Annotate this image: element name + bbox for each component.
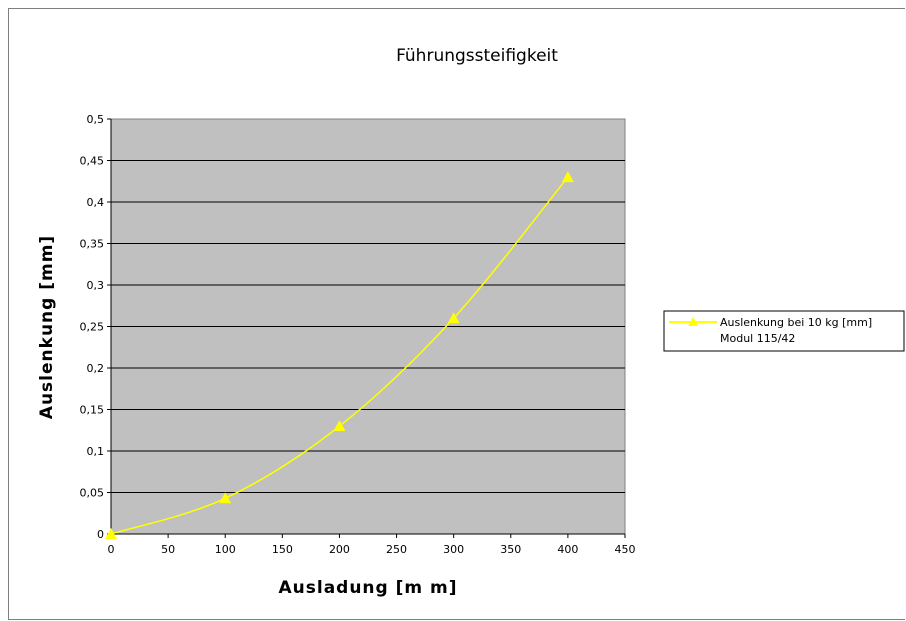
data-point-marker bbox=[219, 492, 232, 504]
y-tick-label: 0,35 bbox=[80, 238, 105, 251]
x-tick-label: 400 bbox=[557, 543, 578, 556]
y-tick-label: 0,05 bbox=[80, 487, 105, 500]
y-tick-label: 0,5 bbox=[87, 113, 105, 126]
legend-box bbox=[663, 310, 905, 352]
x-axis-ticks: 0 50 100 150 200 250 300 350 400 450 bbox=[108, 534, 636, 556]
y-tick-label: 0 bbox=[97, 528, 104, 541]
x-tick-label: 0 bbox=[108, 543, 115, 556]
series-layer bbox=[105, 171, 574, 539]
x-tick-label: 150 bbox=[272, 543, 293, 556]
chart-title: Führungssteifigkeit bbox=[396, 46, 558, 66]
y-tick-label: 0,4 bbox=[87, 196, 105, 209]
y-axis-ticks: 0 0,05 0,1 0,15 0,2 0,25 0,3 0,35 0,4 0,45 0,5 bbox=[80, 113, 111, 541]
data-point-marker bbox=[105, 528, 117, 539]
y-axis-title: Auslenkung [mm] bbox=[37, 235, 57, 419]
data-point-marker bbox=[447, 312, 460, 324]
x-tick-label: 350 bbox=[500, 543, 521, 556]
legend-series-subtitle: Modul 115/42 bbox=[720, 332, 795, 345]
y-tick-label: 0,1 bbox=[87, 445, 105, 458]
y-tick-label: 0,2 bbox=[87, 362, 105, 375]
chart-frame: Führungssteifigkeit 0 0,05 0,1 0,15 0,2 0,25 0… bbox=[8, 8, 905, 620]
y-tick-label: 0,3 bbox=[87, 279, 105, 292]
x-tick-label: 50 bbox=[161, 543, 175, 556]
data-point-marker bbox=[561, 171, 574, 183]
x-axis-title: Ausladung [m m] bbox=[278, 578, 457, 598]
legend: Auslenkung bei 10 kg [mm] Modul 115/42 bbox=[663, 310, 905, 352]
x-tick-label: 300 bbox=[443, 543, 464, 556]
data-point-marker bbox=[333, 420, 346, 432]
legend-series-name: Auslenkung bei 10 kg [mm] bbox=[720, 316, 872, 329]
x-tick-label: 250 bbox=[386, 543, 407, 556]
x-tick-label: 450 bbox=[615, 543, 636, 556]
x-tick-label: 200 bbox=[329, 543, 350, 556]
x-tick-label: 100 bbox=[215, 543, 236, 556]
series-line bbox=[110, 176, 569, 535]
y-tick-label: 0,15 bbox=[80, 404, 105, 417]
y-tick-label: 0,25 bbox=[80, 321, 105, 334]
legend-marker bbox=[688, 317, 698, 326]
chart-canvas: Führungssteifigkeit 00,050,10,150,20,250… bbox=[37, 46, 905, 598]
y-tick-label: 0,45 bbox=[80, 155, 105, 168]
